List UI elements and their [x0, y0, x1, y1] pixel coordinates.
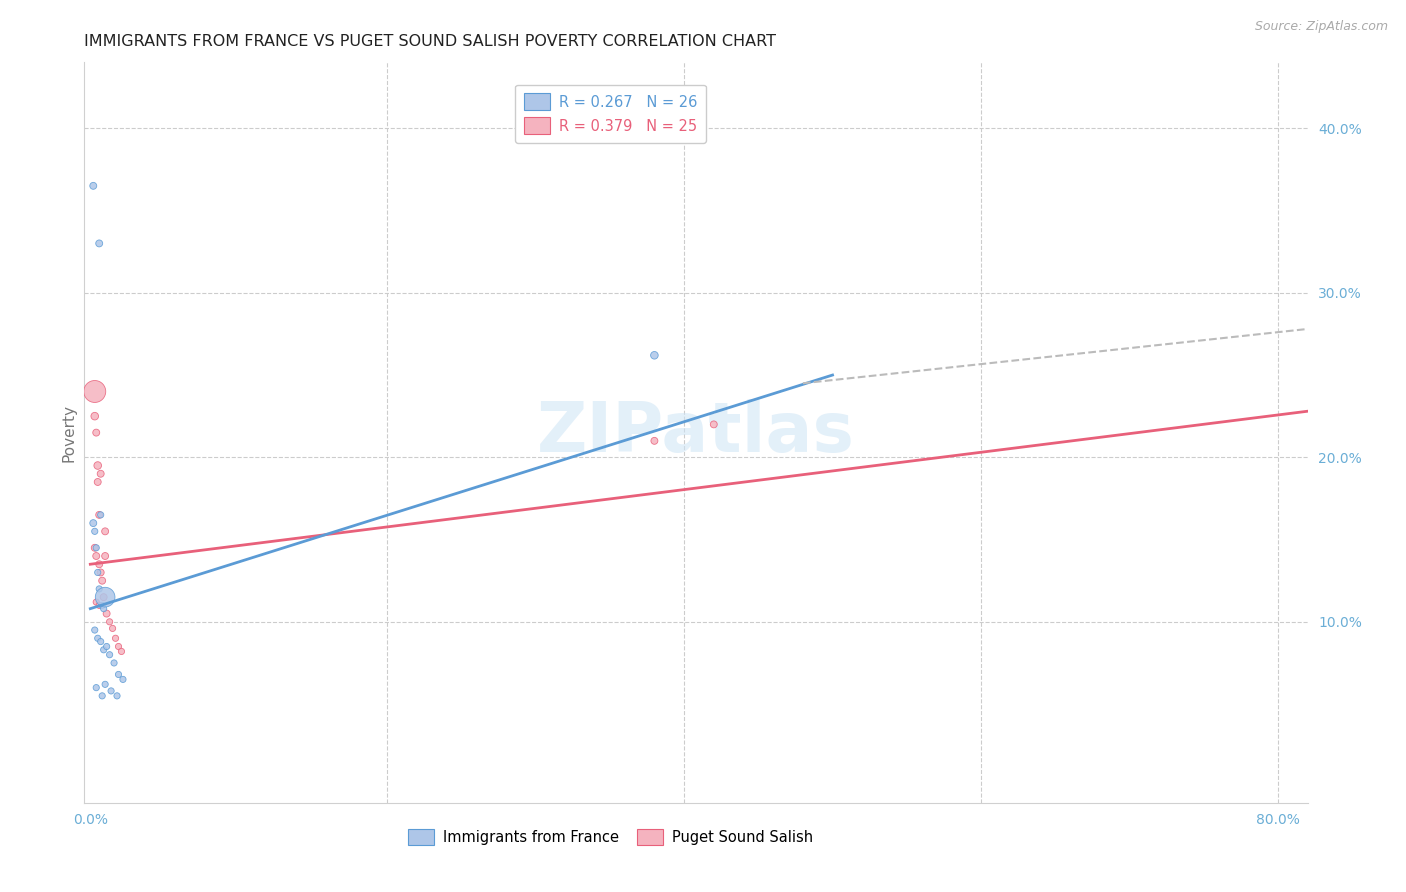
Point [83, 524, 105, 539]
Point [84, 425, 107, 440]
Point [84, 595, 107, 609]
Point [82, 178, 104, 193]
Point [89, 508, 111, 522]
Point [105, 689, 128, 703]
Point [96, 607, 118, 621]
Point [90, 634, 112, 648]
Point [643, 434, 665, 448]
Point [103, 656, 125, 670]
Point [101, 621, 124, 635]
Point [94, 590, 117, 604]
Point [83, 541, 105, 555]
Point [104, 632, 127, 646]
Point [91, 599, 114, 613]
Point [93, 642, 115, 657]
Point [89, 558, 111, 572]
Point [100, 684, 122, 698]
Point [94, 524, 117, 539]
Point [89, 599, 111, 613]
Legend: R = 0.267   N = 26, R = 0.379   N = 25: R = 0.267 N = 26, R = 0.379 N = 25 [515, 85, 706, 143]
Point [91, 689, 114, 703]
Point [96, 640, 118, 654]
Point [87, 566, 110, 580]
Point [83, 384, 105, 399]
Point [84, 549, 107, 563]
Point [703, 417, 725, 432]
Point [94, 549, 117, 563]
Point [83, 623, 105, 637]
Point [98, 615, 121, 629]
Point [87, 475, 110, 489]
Point [84, 541, 107, 555]
Point [93, 601, 115, 615]
Point [107, 640, 129, 654]
Point [98, 648, 121, 662]
Point [89, 236, 111, 251]
Point [83, 409, 105, 424]
Point [90, 467, 112, 481]
Point [643, 348, 665, 362]
Y-axis label: Poverty: Poverty [60, 403, 76, 462]
Point [110, 644, 132, 658]
Text: ZIPatlas: ZIPatlas [537, 399, 855, 467]
Point [94, 677, 117, 691]
Point [87, 632, 110, 646]
Point [90, 508, 112, 522]
Text: Source: ZipAtlas.com: Source: ZipAtlas.com [1254, 20, 1388, 33]
Point [89, 582, 111, 596]
Point [107, 667, 129, 681]
Point [91, 574, 114, 588]
Text: IMMIGRANTS FROM FRANCE VS PUGET SOUND SALISH POVERTY CORRELATION CHART: IMMIGRANTS FROM FRANCE VS PUGET SOUND SA… [84, 34, 776, 49]
Point [87, 458, 110, 473]
Point [111, 673, 134, 687]
Point [82, 516, 104, 530]
Point [93, 590, 115, 604]
Legend: Immigrants from France, Puget Sound Salish: Immigrants from France, Puget Sound Sali… [402, 823, 818, 851]
Point [90, 566, 112, 580]
Point [84, 681, 107, 695]
